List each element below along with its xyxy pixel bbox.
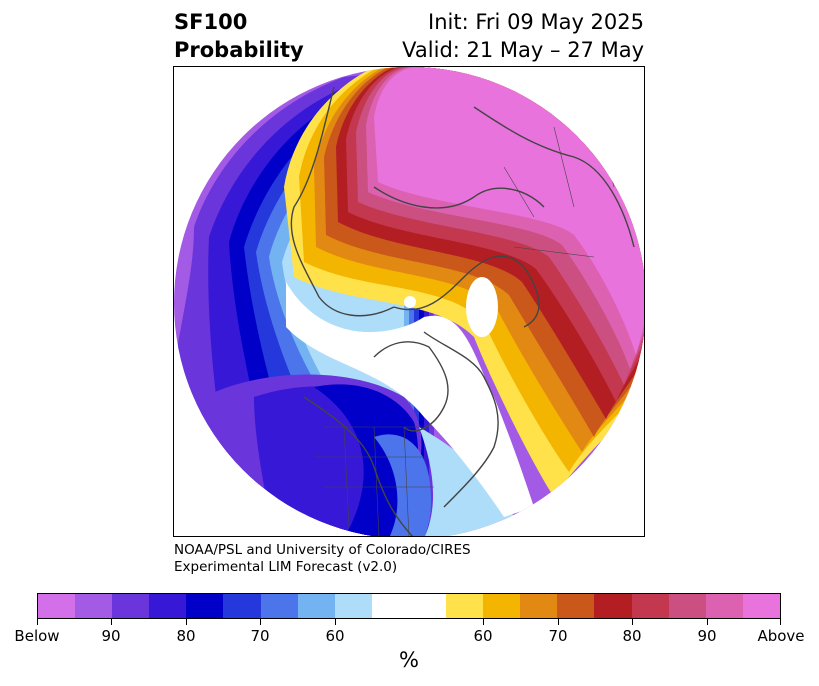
below-band bbox=[374, 434, 432, 536]
colorbar-swatch bbox=[520, 594, 558, 618]
colorbar-swatch bbox=[483, 594, 521, 618]
product-title: SF100 bbox=[174, 10, 248, 34]
colorbar bbox=[37, 593, 781, 619]
colorbar-swatch bbox=[75, 594, 113, 618]
colorbar-label: 80 bbox=[176, 627, 196, 645]
colorbar-swatch bbox=[223, 594, 261, 618]
init-date: Init: Fri 09 May 2025 bbox=[428, 10, 644, 34]
pole-hole bbox=[404, 296, 416, 308]
borders bbox=[314, 106, 615, 536]
colorbar-swatch bbox=[594, 594, 632, 618]
colorbar-label: 70 bbox=[548, 627, 568, 645]
colorbar-tick bbox=[780, 619, 781, 625]
credit-text: NOAA/PSL and University of Colorado/CIRE… bbox=[174, 542, 471, 576]
below-band bbox=[419, 427, 514, 536]
colorbar-swatch bbox=[260, 594, 298, 618]
colorbar-swatch bbox=[668, 594, 706, 618]
colorbar-swatch bbox=[631, 594, 669, 618]
colorbar-tick bbox=[707, 619, 708, 625]
colorbar-label: Below bbox=[14, 627, 60, 645]
colorbar-unit: % bbox=[399, 648, 419, 672]
title-right: Init: Fri 09 May 2025 Valid: 21 May – 27… bbox=[402, 8, 644, 64]
colorbar-label: 80 bbox=[622, 627, 642, 645]
colorbar-swatch bbox=[446, 594, 484, 618]
colorbar-tick bbox=[37, 619, 38, 625]
colorbar-tick bbox=[335, 619, 336, 625]
below-band bbox=[314, 384, 419, 536]
colorbar-swatch bbox=[112, 594, 150, 618]
map-panel bbox=[173, 66, 645, 537]
title-left: SF100 Probability bbox=[174, 8, 304, 64]
coastlines bbox=[290, 86, 635, 536]
probability-map bbox=[174, 67, 644, 536]
colorbar-label: 90 bbox=[101, 627, 121, 645]
colorbar-tick bbox=[632, 619, 633, 625]
colorbar-tick bbox=[558, 619, 559, 625]
colorbar-swatch bbox=[334, 594, 372, 618]
colorbar-label: 90 bbox=[697, 627, 717, 645]
valid-range: Valid: 21 May – 27 May bbox=[402, 38, 644, 62]
colorbar-swatch bbox=[742, 594, 780, 618]
colorbar-label: Above bbox=[757, 627, 805, 645]
credit-line-1: NOAA/PSL and University of Colorado/CIRE… bbox=[174, 542, 471, 558]
neutral-zone-white bbox=[286, 282, 534, 517]
colorbar-swatch bbox=[557, 594, 595, 618]
colorbar-swatch bbox=[149, 594, 187, 618]
above-band bbox=[374, 67, 644, 355]
colorbar-label: 60 bbox=[473, 627, 493, 645]
colorbar-tick bbox=[111, 619, 112, 625]
colorbar-swatch bbox=[705, 594, 743, 618]
colorbar-swatch bbox=[38, 594, 76, 618]
colorbar-swatch bbox=[186, 594, 224, 618]
colorbar-tick bbox=[186, 619, 187, 625]
colorbar-swatch bbox=[408, 594, 447, 618]
credit-line-2: Experimental LIM Forecast (v2.0) bbox=[174, 559, 398, 575]
product-subtitle: Probability bbox=[174, 38, 304, 62]
colorbar-swatch bbox=[371, 594, 409, 618]
colorbar-tick bbox=[260, 619, 261, 625]
colorbar-swatch bbox=[297, 594, 335, 618]
neutral-pocket bbox=[466, 277, 498, 337]
colorbar-tick bbox=[483, 619, 484, 625]
colorbar-label: 60 bbox=[325, 627, 345, 645]
colorbar-label: 70 bbox=[250, 627, 270, 645]
